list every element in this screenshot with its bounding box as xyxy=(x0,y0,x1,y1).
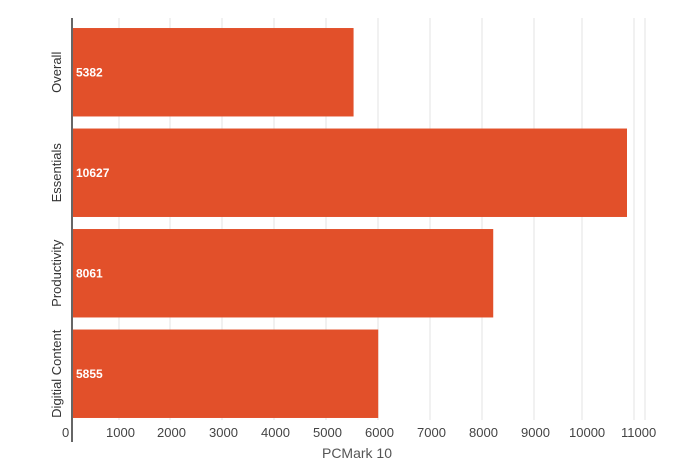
category-label: Essentials xyxy=(49,143,64,203)
category-label: Digitial Content xyxy=(49,329,64,418)
data-label: 5382 xyxy=(76,65,103,79)
bar xyxy=(73,329,379,418)
data-label: 8061 xyxy=(76,266,103,280)
x-tick-label: 10000 xyxy=(569,425,605,440)
x-tick-label: 6000 xyxy=(365,425,394,440)
x-tick-labels: 0 1000 2000 3000 4000 5000 6000 7000 8000 9000 100… xyxy=(62,425,656,440)
bars: 5382 10627 8061 5855 xyxy=(73,28,627,418)
x-tick-label: 8000 xyxy=(469,425,498,440)
x-tick-label: 9000 xyxy=(521,425,550,440)
bar xyxy=(73,229,494,318)
x-tick-label: 4000 xyxy=(261,425,290,440)
category-labels: Overall Essentials Productivity Digitial Co… xyxy=(49,52,64,418)
x-tick-label: 1000 xyxy=(106,425,135,440)
x-tick-label: 11000 xyxy=(621,425,656,440)
category-label: Productivity xyxy=(49,239,64,307)
category-label: Overall xyxy=(49,52,64,93)
data-label: 10627 xyxy=(76,166,110,180)
x-tick-label: 3000 xyxy=(209,425,238,440)
x-axis-title: PCMark 10 xyxy=(322,445,392,461)
bar xyxy=(73,128,627,217)
x-tick-label: 2000 xyxy=(157,425,186,440)
x-tick-label: 5000 xyxy=(313,425,342,440)
data-label: 5855 xyxy=(76,367,103,381)
bar xyxy=(73,28,354,117)
x-tick-label: 7000 xyxy=(417,425,446,440)
x-tick-label: 0 xyxy=(62,425,69,440)
